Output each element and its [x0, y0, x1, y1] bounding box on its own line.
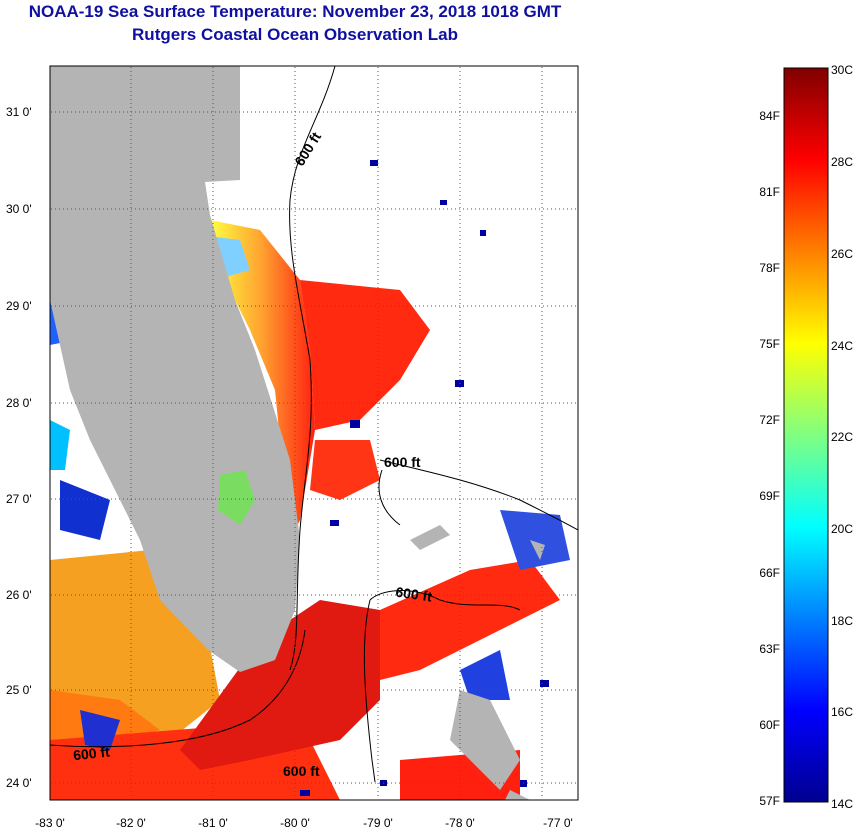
colorbar-gradient — [783, 67, 829, 803]
lat-tick-label: 30 0' — [6, 202, 32, 216]
colorbar-celsius-label: 26C — [831, 247, 853, 261]
map-frame — [49, 65, 579, 801]
colorbar-fahrenheit-label: 69F — [759, 489, 780, 503]
map-title: NOAA-19 Sea Surface Temperature: Novembe… — [28, 2, 562, 21]
colorbar-celsius-label: 22C — [831, 430, 853, 444]
colorbar-celsius-label: 28C — [831, 155, 853, 169]
contour-label-600ft: 600 ft — [395, 584, 434, 605]
colorbar-fahrenheit-label: 78F — [759, 261, 780, 275]
colorbar-fahrenheit-label: 72F — [759, 413, 780, 427]
colorbar-celsius-label: 16C — [831, 705, 853, 719]
colorbar-fahrenheit-label: 66F — [759, 566, 780, 580]
contour-label-600ft: 600 ft — [283, 763, 320, 779]
lat-tick-label: 25 0' — [6, 683, 32, 697]
lon-tick-label: -83 0' — [35, 816, 65, 830]
colorbar-celsius-label: 20C — [831, 522, 853, 536]
colorbar-celsius-label: 24C — [831, 339, 853, 353]
colorbar: 30C 28C 26C 24C 22C 20C 18C 16C 14C 84F … — [759, 63, 853, 811]
map-subtitle: Rutgers Coastal Ocean Observation Lab — [132, 25, 458, 44]
lon-tick-label: -82 0' — [116, 816, 146, 830]
contour-label-600ft: 600 ft — [72, 743, 110, 763]
lat-tick-label: 31 0' — [6, 105, 32, 119]
colorbar-celsius-label: 18C — [831, 614, 853, 628]
lon-tick-label: -80 0' — [280, 816, 310, 830]
colorbar-fahrenheit-label: 60F — [759, 718, 780, 732]
colorbar-fahrenheit-label: 75F — [759, 337, 780, 351]
sst-imagery — [50, 66, 578, 800]
colorbar-fahrenheit-label: 63F — [759, 642, 780, 656]
lat-tick-label: 29 0' — [6, 299, 32, 313]
colorbar-celsius-label: 30C — [831, 63, 853, 77]
lat-tick-label: 26 0' — [6, 588, 32, 602]
lat-tick-label: 24 0' — [6, 776, 32, 790]
colorbar-fahrenheit-label: 57F — [759, 794, 780, 808]
lon-tick-label: -81 0' — [198, 816, 228, 830]
colorbar-fahrenheit-label: 81F — [759, 185, 780, 199]
lat-tick-label: 28 0' — [6, 396, 32, 410]
colorbar-celsius-label: 14C — [831, 797, 853, 811]
lon-tick-label: -77 0' — [543, 816, 573, 830]
colorbar-fahrenheit-label: 84F — [759, 109, 780, 123]
latitude-axis: 31 0' 30 0' 29 0' 28 0' 27 0' 26 0' 25 0… — [6, 105, 32, 790]
lat-tick-label: 27 0' — [6, 492, 32, 506]
lon-tick-label: -79 0' — [363, 816, 393, 830]
lon-tick-label: -78 0' — [445, 816, 475, 830]
longitude-axis: -83 0' -82 0' -81 0' -80 0' -79 0' -78 0… — [35, 816, 573, 830]
contour-label-600ft: 600 ft — [384, 454, 421, 470]
